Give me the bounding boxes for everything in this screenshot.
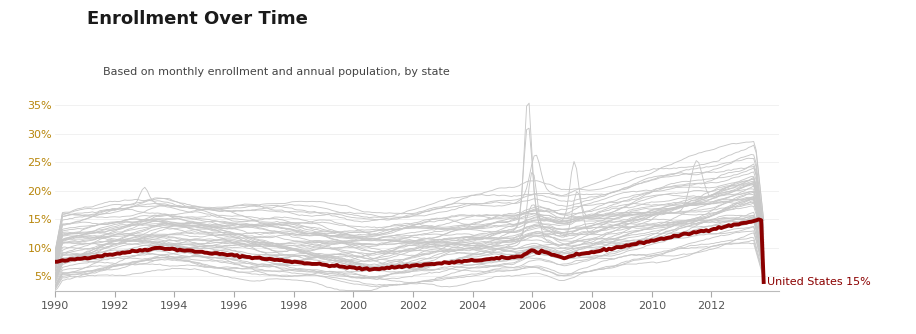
Text: Enrollment Over Time: Enrollment Over Time: [87, 10, 308, 28]
Text: United States 15%: United States 15%: [767, 277, 870, 287]
Text: Based on monthly enrollment and annual population, by state: Based on monthly enrollment and annual p…: [103, 67, 450, 77]
